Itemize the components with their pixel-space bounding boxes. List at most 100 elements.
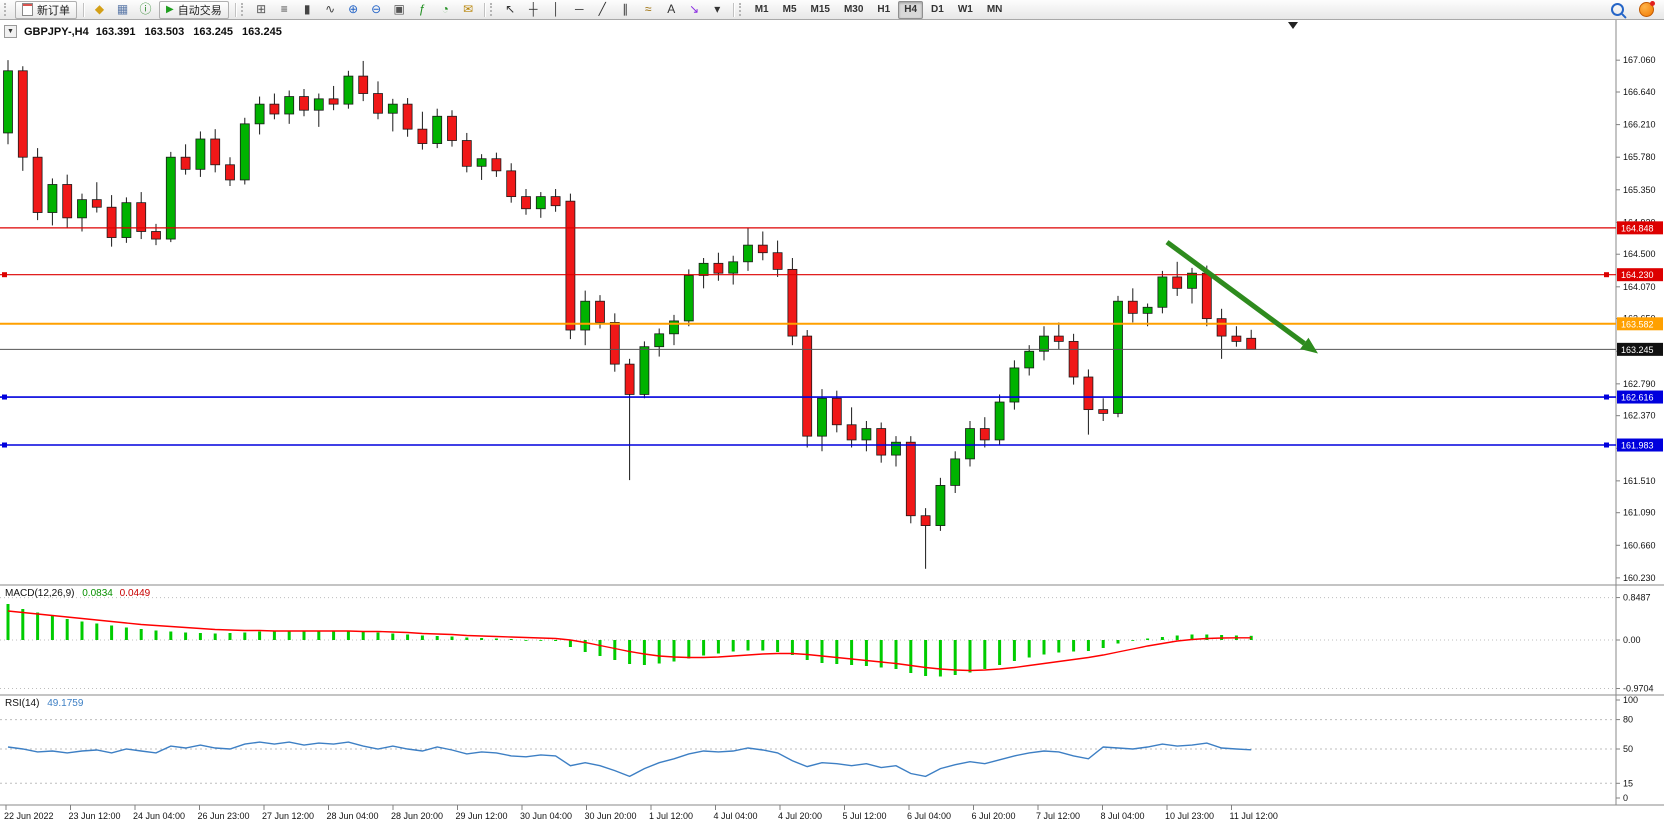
toolbar-grip [738,3,745,16]
arrows-icon[interactable]: ↘ [689,2,700,16]
text-icon[interactable]: A [667,2,676,16]
timeframe-m1[interactable]: M1 [754,4,769,15]
navigator-icon[interactable]: ⓘ [139,2,152,16]
macd-histogram-bar [80,621,84,640]
cursor-icon[interactable]: ↖ [505,2,516,16]
candle [461,140,472,167]
crosshair-icon[interactable]: ┼ [528,2,538,16]
candle [595,300,605,323]
macd-histogram-bar [1116,640,1120,644]
candlestick-icon[interactable]: ▮ [303,2,311,16]
support-lower-handle-right[interactable] [1604,442,1609,448]
resistance-lower-handle-right[interactable] [1604,272,1609,278]
trend-arrow-shaft[interactable] [1165,240,1306,346]
timeframe-d1[interactable]: D1 [931,4,944,15]
new-order-icon [22,3,33,16]
toolbar-separator [483,2,485,17]
macd-indicator-label: MACD(12,26,9) 0.0834 0.0449 [5,588,150,599]
chart-shift-marker[interactable] [1288,22,1298,29]
timeframe-m5[interactable]: M5 [782,4,797,15]
candle [1009,367,1020,403]
time-label: 4 Jul 04:00 [714,811,758,821]
trend-arrow-head[interactable] [1300,337,1318,354]
candle [787,268,798,337]
channel-icon[interactable]: ∥ [622,2,629,16]
resistance-lower-price-box [1617,268,1663,282]
timeframe-h1[interactable]: H1 [877,4,891,15]
macd-histogram-bar [524,640,528,641]
search-icon[interactable] [1607,1,1628,18]
support-lower-handle-left[interactable] [2,442,7,448]
timeframe-m30[interactable]: M30 [843,4,864,15]
timeframe-w1[interactable]: W1 [957,4,973,15]
community-icon[interactable] [1636,1,1657,18]
macd-histogram-bar [1072,640,1076,652]
line-chart-icon[interactable]: ∿ [325,2,336,16]
zoom-out-icon[interactable]: ⊖ [371,2,382,16]
support-upper-handle-right[interactable] [1604,394,1609,400]
macd-histogram-bar [480,638,484,640]
toolbar-grip [240,3,247,16]
time-label: 22 Jun 2022 [4,811,54,821]
support-upper-handle-left[interactable] [2,394,7,400]
periods-icon[interactable]: ◔ [441,2,449,16]
trendline-icon[interactable]: ╱ [598,2,606,16]
candle [328,98,339,105]
macd-histogram-bar [850,640,854,665]
candle [447,115,457,141]
templates-icon[interactable]: ✉ [463,2,474,16]
indicators-icon[interactable]: ƒ [418,2,426,16]
candle [239,123,250,181]
one-click-trading-button[interactable]: ▼ [4,25,17,38]
macd-histogram-bar [672,640,676,662]
macd-histogram-bar [1205,634,1209,640]
bar-chart-icon[interactable]: ≡ [280,2,288,16]
macd-histogram-bar [894,640,898,669]
candle [994,401,1005,441]
candle [62,184,73,219]
macd-signal-line [7,610,1252,672]
tile-windows-icon[interactable]: ▣ [393,2,405,16]
timeframe-m15[interactable]: M15 [810,4,830,15]
macd-histogram-bar [938,640,942,677]
chart-canvas[interactable]: 167.060166.640166.210165.780165.350164.9… [0,20,1664,828]
horizontal-line-icon[interactable]: ─ [574,2,584,16]
autotrading-button[interactable]: ▶ 自动交易 [159,0,229,19]
macd-histogram-bar [598,640,602,656]
vertical-line-icon[interactable]: │ [552,2,560,16]
timeframe-h4[interactable]: H4 [898,0,924,19]
candle [861,428,872,441]
profiles-icon[interactable]: ◆ [94,2,105,16]
time-label: 28 Jun 20:00 [391,811,443,821]
macd-histogram-bar [909,640,913,673]
time-label: 4 Jul 20:00 [778,811,822,821]
candle [728,261,739,274]
macd-histogram-bar [124,627,128,640]
candle [1246,337,1257,350]
support-lower-price-box [1617,438,1663,452]
data-window-icon[interactable]: ▦ [116,2,129,16]
timeframe-mn[interactable]: MN [986,4,1003,15]
fibonacci-icon[interactable]: ≈ [644,2,652,16]
time-label: 6 Jul 20:00 [972,811,1016,821]
candle [1024,350,1035,369]
candle [1113,300,1123,414]
zoom-in-icon[interactable]: ⊕ [348,2,359,16]
candle [121,202,132,238]
toolbar-separator [234,2,236,17]
macd-histogram-bar [983,640,987,669]
candle [77,199,87,219]
macd-main-value: 0.0834 [82,588,113,599]
macd-histogram-bar [213,633,217,640]
candle [402,103,413,130]
new-chart-icon[interactable]: ⊞ [256,2,267,16]
rsi-indicator-label: RSI(14) 49.1759 [5,698,83,709]
resistance-lower-handle-left[interactable] [2,272,7,278]
macd-histogram-bar [790,640,794,655]
objects-dropdown-icon[interactable]: ▾ [714,2,721,16]
macd-histogram-bar [376,632,380,640]
ohlc-open: 163.391 [95,25,136,38]
time-label: 6 Jul 04:00 [907,811,951,821]
new-order-button[interactable]: 新订单 [15,0,77,19]
